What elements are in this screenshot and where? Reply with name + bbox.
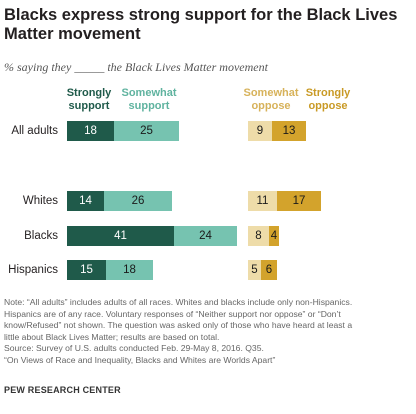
bar-strongly-support: 14 xyxy=(67,191,104,211)
bar-strongly-oppose: 6 xyxy=(261,260,277,280)
bar-strongly-support: 18 xyxy=(67,121,114,141)
legend-header-somewhat-oppose: Somewhat oppose xyxy=(240,87,302,113)
bar-somewhat-oppose: 11 xyxy=(248,191,277,211)
source-footer: PEW RESEARCH CENTER xyxy=(4,385,121,395)
bar-somewhat-oppose: 5 xyxy=(248,260,261,280)
chart-notes: Note: “All adults” includes adults of al… xyxy=(4,297,414,367)
chart-subtitle: % saying they _____ the Black Lives Matt… xyxy=(4,60,268,74)
note-line: Note: “All adults” includes adults of al… xyxy=(4,297,353,307)
report-title-line: “On Views of Race and Inequality, Blacks… xyxy=(4,354,276,365)
note-line: know/Refused” not shown. The question wa… xyxy=(4,320,353,331)
bar-somewhat-support: 18 xyxy=(106,260,153,280)
bar-strongly-support: 15 xyxy=(67,260,106,280)
bar-somewhat-support: 24 xyxy=(174,226,237,246)
bar-somewhat-oppose: 8 xyxy=(248,226,269,246)
bar-strongly-support: 41 xyxy=(67,226,174,246)
bar-strongly-oppose: 4 xyxy=(269,226,279,246)
legend-header-line: oppose xyxy=(251,100,291,112)
legend-header-strongly-support: Strongly support xyxy=(64,87,114,113)
bar-somewhat-oppose: 9 xyxy=(248,121,272,141)
legend-header-line: Somewhat xyxy=(243,87,299,99)
row-label: Hispanics xyxy=(8,264,58,276)
row-label: Blacks xyxy=(24,230,58,242)
note-line: Hispanics are of any race. Voluntary res… xyxy=(4,308,341,319)
legend-header-line: oppose xyxy=(308,100,348,112)
legend-header-line: support xyxy=(128,100,170,112)
source-line: Source: Survey of U.S. adults conducted … xyxy=(4,343,264,354)
legend-header-line: support xyxy=(68,100,110,112)
row-label: All adults xyxy=(11,125,58,137)
legend-header-line: Strongly xyxy=(66,87,112,99)
legend-header-line: Somewhat xyxy=(121,87,177,99)
legend-header-line: Strongly xyxy=(305,87,351,99)
row-label: Whites xyxy=(22,195,58,207)
bar-somewhat-support: 26 xyxy=(104,191,172,211)
note-line: little about Black Lives Matter; results… xyxy=(4,331,220,342)
bar-strongly-oppose: 17 xyxy=(277,191,321,211)
chart-title: Blacks express strong support for the Bl… xyxy=(4,6,398,43)
bar-somewhat-support: 25 xyxy=(114,121,179,141)
legend-header-somewhat-support: Somewhat support xyxy=(114,87,184,113)
bar-strongly-oppose: 13 xyxy=(272,121,306,141)
legend-header-strongly-oppose: Strongly oppose xyxy=(300,87,356,113)
